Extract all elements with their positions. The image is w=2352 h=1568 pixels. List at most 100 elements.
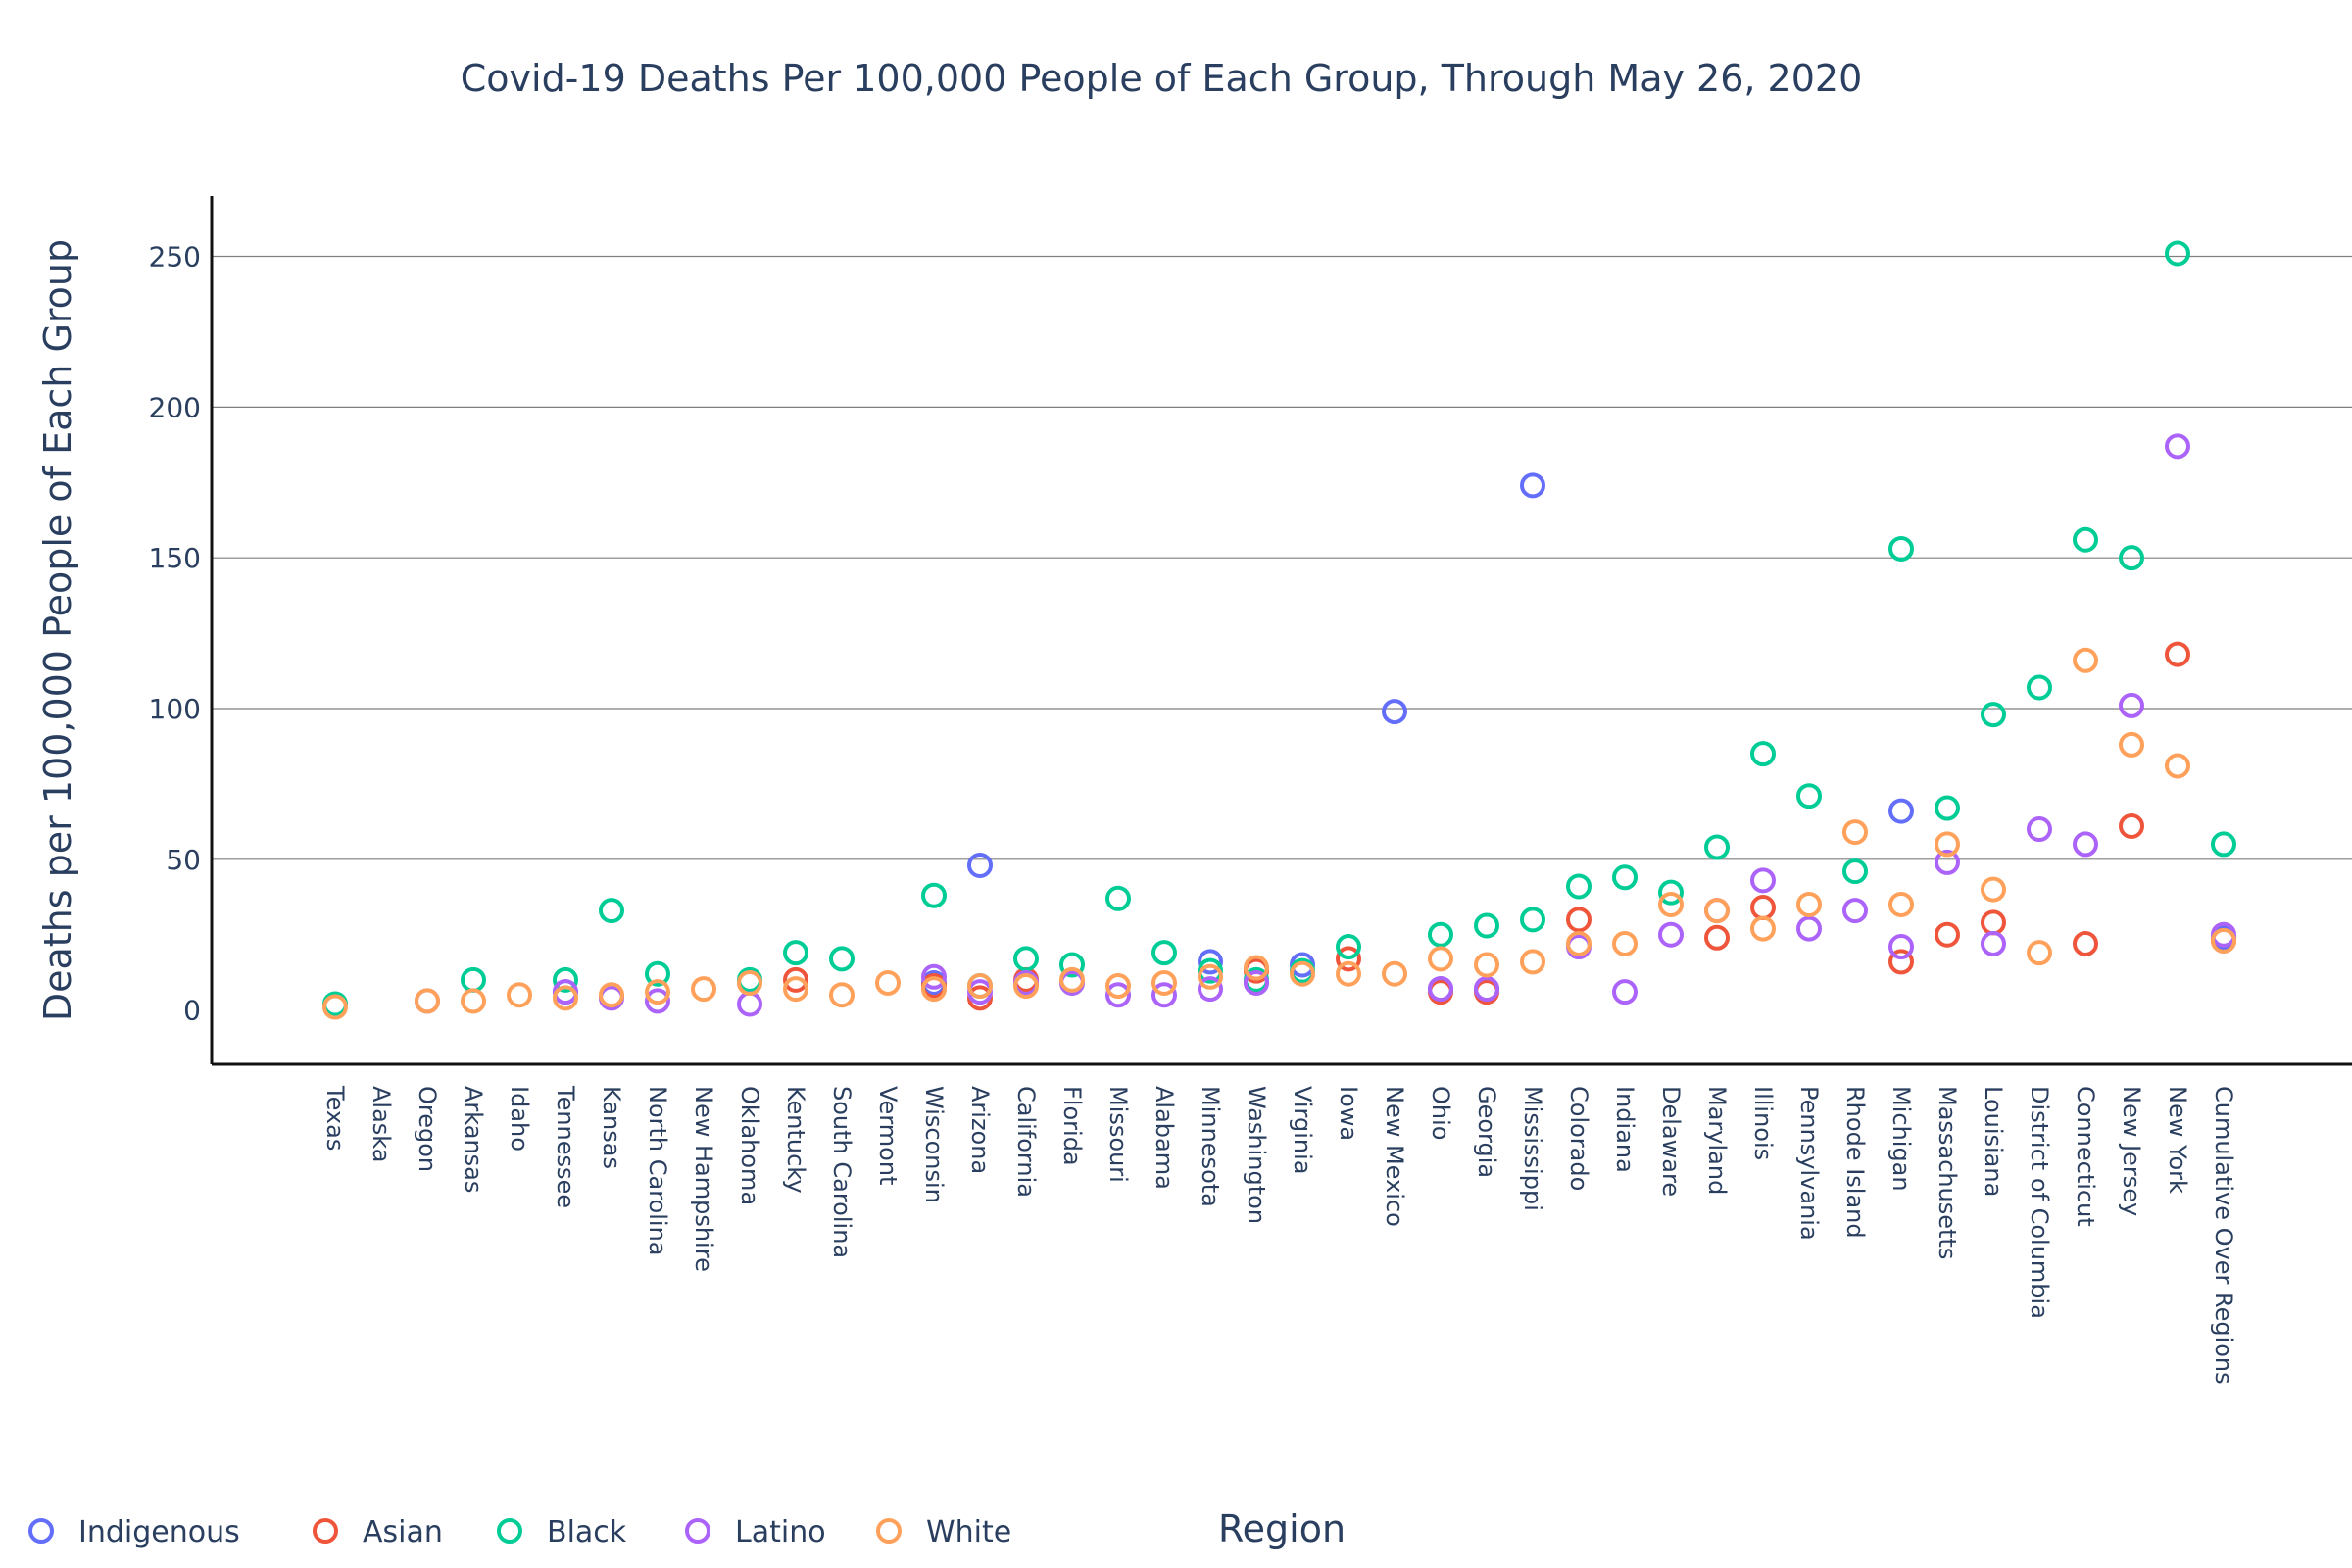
data-point	[2165, 433, 2190, 460]
data-point	[1796, 783, 1822, 809]
data-point	[1198, 963, 1223, 990]
series-asian	[783, 641, 2236, 1011]
legend-label: Asian	[363, 1515, 443, 1549]
data-point	[1566, 930, 1592, 956]
x-tick-label: North Carolina	[644, 1086, 671, 1256]
data-point	[1105, 973, 1131, 1000]
y-tick-label: 250	[149, 241, 201, 273]
x-tick-label: Oklahoma	[736, 1086, 763, 1205]
data-point	[1612, 930, 1638, 956]
data-point	[2073, 526, 2098, 553]
x-tick-label: Florida	[1058, 1086, 1086, 1166]
data-point	[1935, 795, 1960, 821]
data-point	[1152, 969, 1177, 996]
data-point	[1336, 960, 1361, 987]
x-tick-label: New Jersey	[2118, 1086, 2145, 1216]
data-point	[1336, 946, 1361, 972]
data-point	[1612, 979, 1638, 1005]
data-point	[1428, 921, 1453, 948]
data-point	[1981, 909, 2006, 936]
data-point	[1013, 973, 1039, 1000]
data-point	[1244, 969, 1269, 996]
x-tick-label: Colorado	[1565, 1086, 1592, 1191]
data-point	[1198, 949, 1223, 975]
data-point	[1520, 906, 1545, 933]
data-point	[2119, 692, 2144, 718]
data-point	[553, 985, 578, 1011]
data-point	[1428, 976, 1453, 1003]
data-point	[829, 946, 855, 972]
data-point	[2073, 831, 2098, 858]
legend-label: Indigenous	[78, 1515, 240, 1549]
gridlines	[212, 255, 2352, 860]
legend-label: White	[926, 1515, 1011, 1549]
data-point	[1520, 472, 1545, 499]
data-point	[1704, 834, 1730, 860]
data-point	[1474, 912, 1499, 939]
data-point	[1658, 891, 1684, 917]
data-point	[1612, 864, 1638, 891]
x-tick-label: Wisconsin	[920, 1086, 948, 1203]
data-point	[1382, 960, 1407, 987]
x-tick-label: Texas	[321, 1085, 349, 1151]
data-point	[645, 988, 670, 1014]
x-tick-label: Maryland	[1703, 1086, 1731, 1195]
y-tick-label: 200	[149, 391, 201, 423]
x-tick-label: Alaska	[368, 1086, 395, 1162]
x-tick-label: Virginia	[1289, 1086, 1316, 1175]
data-point	[415, 988, 440, 1014]
data-point	[967, 852, 993, 878]
x-axis-title: Region	[1218, 1507, 1346, 1550]
data-point	[921, 963, 947, 990]
data-point	[645, 979, 670, 1005]
x-tick-label: Vermont	[874, 1086, 902, 1185]
x-tick-label: California	[1012, 1086, 1040, 1198]
x-tick-label: New Mexico	[1381, 1086, 1408, 1227]
data-point	[1105, 982, 1131, 1008]
data-point	[645, 960, 670, 987]
data-point	[2211, 831, 2236, 858]
data-point	[1750, 895, 1776, 921]
x-tick-label: Rhode Island	[1841, 1086, 1869, 1239]
legend-label: Latino	[735, 1515, 826, 1549]
data-point	[1059, 966, 1085, 993]
data-point	[1981, 930, 2006, 956]
data-point	[1842, 898, 1868, 924]
x-tick-label: New York	[2164, 1086, 2191, 1194]
data-point	[2119, 812, 2144, 839]
x-tick-label: Ohio	[1427, 1086, 1454, 1140]
x-tick-label: Washington	[1243, 1086, 1270, 1224]
data-point	[1796, 891, 1822, 917]
legend-marker	[876, 1518, 902, 1544]
data-point	[2165, 240, 2190, 267]
legend-marker	[685, 1518, 710, 1544]
data-point	[737, 969, 762, 996]
data-point	[1704, 898, 1730, 924]
data-point	[783, 976, 808, 1003]
data-point	[737, 991, 762, 1017]
data-point	[1198, 976, 1223, 1003]
x-tick-label: Missouri	[1104, 1086, 1132, 1183]
data-point	[1888, 535, 1914, 562]
x-tick-label: Tennessee	[552, 1085, 579, 1208]
x-tick-label: Arizona	[966, 1086, 994, 1174]
x-tick-label: Alabama	[1151, 1086, 1178, 1190]
x-tick-label: Idaho	[506, 1086, 533, 1152]
x-tick-label: Indiana	[1611, 1086, 1639, 1173]
data-point	[1474, 976, 1499, 1003]
data-point	[921, 976, 947, 1003]
data-point	[875, 969, 901, 996]
data-point	[1244, 955, 1269, 981]
data-point	[1888, 934, 1914, 960]
data-point	[2027, 674, 2052, 701]
x-tick-label: South Carolina	[828, 1086, 856, 1258]
y-tick-label: 50	[166, 844, 201, 876]
x-tick-label: Louisiana	[1980, 1086, 2007, 1197]
data-point	[2073, 647, 2098, 673]
data-point	[691, 976, 716, 1003]
legend-marker	[497, 1518, 522, 1544]
x-tick-label: Massachusetts	[1934, 1086, 1961, 1259]
series-white	[322, 647, 2236, 1020]
series-black	[322, 240, 2236, 1017]
